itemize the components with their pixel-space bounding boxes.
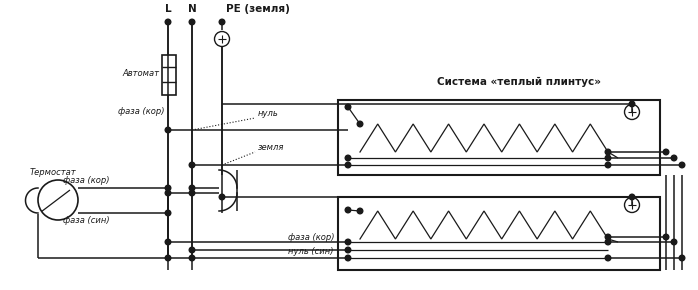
Circle shape: [189, 247, 195, 253]
Text: N: N: [188, 4, 196, 14]
Text: Автомат: Автомат: [122, 68, 159, 77]
Text: Система «теплый плинтус»: Система «теплый плинтус»: [437, 77, 601, 87]
Circle shape: [671, 239, 677, 245]
Circle shape: [357, 208, 363, 214]
Circle shape: [629, 101, 634, 107]
Circle shape: [605, 162, 611, 168]
Circle shape: [189, 190, 195, 196]
Circle shape: [679, 162, 685, 168]
Circle shape: [219, 194, 225, 200]
Circle shape: [165, 19, 171, 25]
Circle shape: [189, 255, 195, 261]
Circle shape: [663, 149, 669, 155]
Bar: [162, 55, 176, 95]
Circle shape: [605, 155, 611, 161]
Circle shape: [165, 239, 171, 245]
Text: фаза (кор): фаза (кор): [63, 176, 110, 185]
Circle shape: [346, 162, 351, 168]
Circle shape: [346, 104, 351, 110]
Circle shape: [346, 239, 351, 245]
Text: земля: земля: [258, 144, 284, 153]
Circle shape: [671, 155, 677, 161]
Bar: [338, 197, 660, 270]
Circle shape: [219, 19, 225, 25]
Circle shape: [189, 19, 195, 25]
Circle shape: [663, 234, 669, 240]
Circle shape: [357, 121, 363, 127]
Circle shape: [165, 255, 171, 261]
Circle shape: [189, 162, 195, 168]
Circle shape: [165, 210, 171, 216]
Circle shape: [605, 234, 611, 240]
Text: фаза (кор): фаза (кор): [288, 233, 334, 242]
Circle shape: [165, 185, 171, 191]
Circle shape: [629, 194, 634, 200]
Circle shape: [189, 185, 195, 191]
Text: фаза (кор): фаза (кор): [117, 108, 164, 117]
Circle shape: [346, 155, 351, 161]
Circle shape: [165, 127, 171, 133]
Text: L: L: [165, 4, 171, 14]
Circle shape: [346, 255, 351, 261]
Text: нуль (син): нуль (син): [288, 247, 334, 256]
Text: Термостат: Термостат: [30, 168, 77, 177]
Circle shape: [605, 149, 611, 155]
Circle shape: [605, 239, 611, 245]
Circle shape: [605, 255, 611, 261]
Text: нуль: нуль: [258, 110, 279, 119]
Bar: [338, 100, 660, 175]
Text: PE (земля): PE (земля): [226, 4, 290, 14]
Circle shape: [165, 190, 171, 196]
Circle shape: [679, 255, 685, 261]
Text: фаза (син): фаза (син): [63, 216, 110, 225]
Circle shape: [346, 247, 351, 253]
Circle shape: [346, 207, 351, 213]
